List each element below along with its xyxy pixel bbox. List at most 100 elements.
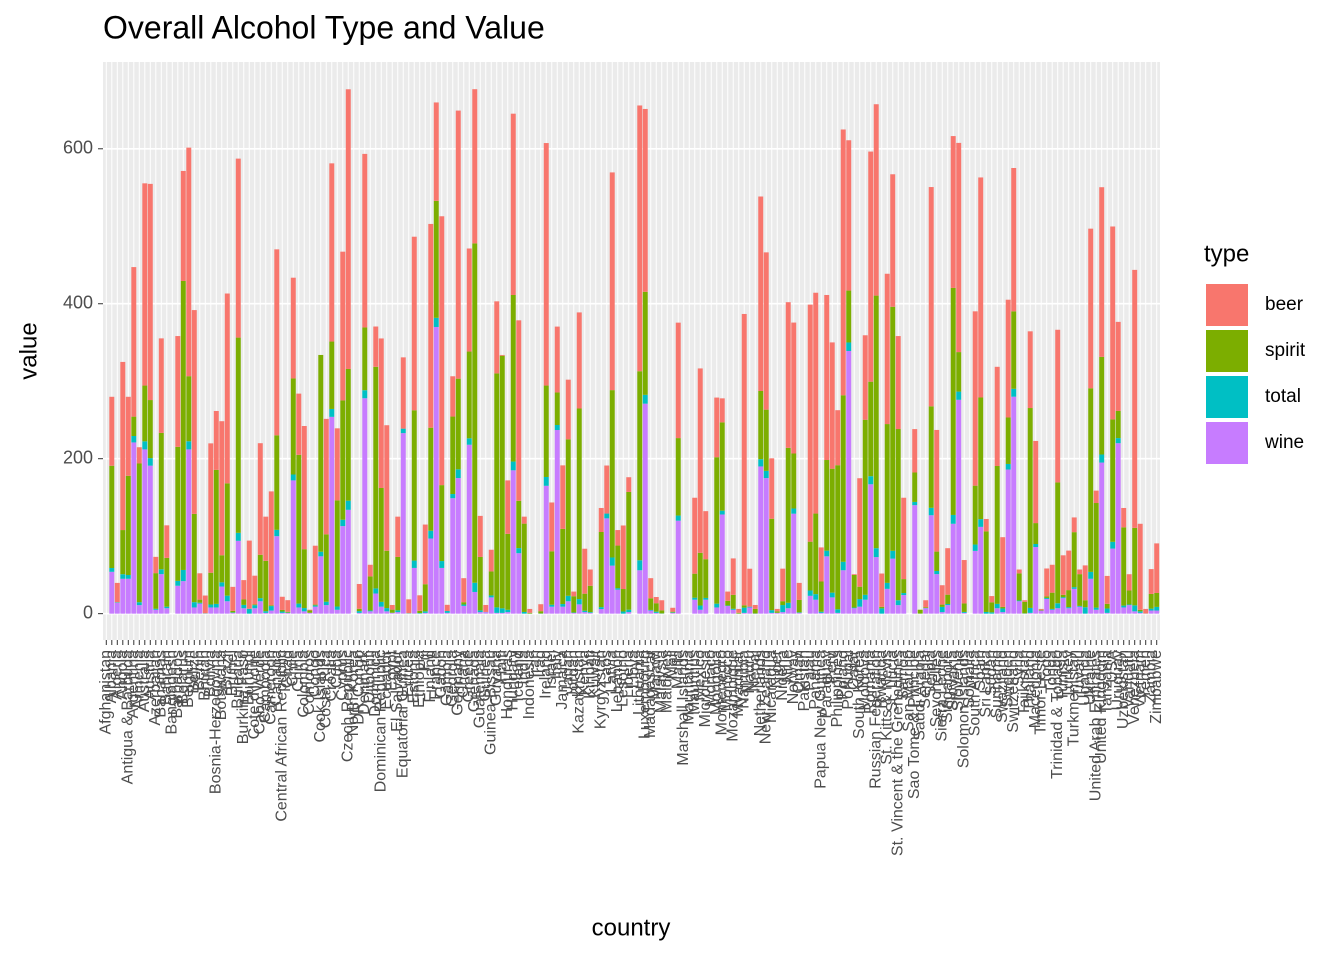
bar-segment — [268, 610, 274, 614]
x-tick-label: Ecuador — [378, 649, 395, 709]
bar-segment — [730, 609, 736, 614]
chart-title: Overall Alcohol Type and Value — [103, 9, 545, 45]
x-tick-label: Italy — [548, 650, 565, 679]
bar-segment — [1000, 606, 1006, 609]
bar-segment — [1110, 419, 1116, 542]
bar-segment — [565, 379, 571, 440]
bar-segment — [1033, 544, 1039, 548]
bar-segment — [175, 580, 181, 586]
bar-segment — [846, 140, 852, 291]
bar-segment — [1115, 443, 1121, 614]
bar-segment — [642, 394, 648, 404]
bar-segment — [411, 236, 417, 411]
bar-segment — [692, 597, 698, 600]
bar-segment — [1132, 269, 1138, 528]
bar-segment — [939, 604, 945, 607]
bar-segment — [565, 601, 571, 614]
bar-segment — [1033, 440, 1039, 524]
bar-segment — [807, 304, 813, 542]
bar-segment — [895, 336, 901, 430]
bar-segment — [1044, 568, 1050, 597]
bar-segment — [147, 183, 153, 401]
x-tick-label: Libya — [625, 650, 642, 688]
bar-segment — [395, 610, 401, 613]
x-tick-label: United Kingdom — [1093, 650, 1110, 764]
bar-segment — [736, 608, 742, 613]
bar-segment — [114, 602, 120, 614]
bar-segment — [538, 604, 544, 612]
bar-segment — [758, 390, 764, 460]
bar-segment — [400, 428, 406, 434]
bar-segment — [884, 582, 890, 589]
bar-segment — [1077, 569, 1083, 575]
bar-segment — [334, 500, 340, 607]
bar-segment — [604, 518, 610, 614]
bar-segment — [928, 406, 934, 508]
x-tick-label: Tuvalu — [1071, 650, 1088, 697]
x-tick-label: Djibouti — [361, 650, 378, 703]
bar-segment — [554, 424, 560, 431]
x-tick-label: Poland — [834, 650, 851, 700]
bar-segment — [411, 410, 417, 561]
bar-segment — [1082, 607, 1088, 614]
bar-segment — [323, 418, 329, 535]
bar-segment — [604, 465, 610, 514]
bar-segment — [417, 613, 423, 614]
x-tick-label: Slovakia — [944, 650, 961, 711]
bar-segment — [582, 548, 588, 594]
x-tick-label: Antigua & Barbuda — [120, 650, 137, 784]
x-tick-label: St. Vincent & the Grenadines — [889, 650, 906, 856]
bar-segment — [505, 609, 511, 613]
bar-segment — [1022, 601, 1028, 614]
bar-segment — [653, 612, 659, 614]
bar-segment — [741, 605, 747, 608]
bar-segment — [252, 604, 258, 606]
bar-segment — [274, 249, 280, 436]
bar-segment — [1005, 417, 1011, 464]
bar-segment — [571, 596, 577, 613]
bar-segment — [147, 400, 153, 459]
bar-segment — [422, 584, 428, 612]
bar-segment — [1011, 311, 1017, 389]
bar-segment — [840, 561, 846, 571]
bar-segment — [824, 550, 830, 557]
x-tick-label: St. Kitts & Nevis — [878, 650, 895, 765]
x-tick-label: Cambodia — [257, 650, 274, 723]
bar-segment — [725, 591, 731, 601]
bar-segment — [719, 514, 725, 614]
bar-segment — [499, 612, 505, 614]
bar-segment — [890, 558, 896, 614]
bar-segment — [807, 595, 813, 614]
bar-segment — [268, 606, 274, 611]
bar-segment — [510, 113, 516, 295]
bar-segment — [565, 595, 571, 602]
bar-segment — [1088, 388, 1094, 572]
bar-segment — [136, 463, 142, 603]
x-tick-label: Seychelles — [928, 650, 945, 727]
bar-segment — [785, 602, 791, 609]
x-tick-label: Sierra Leone — [933, 650, 950, 742]
bar-segment — [290, 378, 296, 475]
bar-segment — [241, 604, 247, 609]
bar-segment — [246, 540, 252, 609]
bar-segment — [818, 581, 824, 612]
bar-segment — [945, 548, 951, 595]
x-tick-label: Monaco — [702, 650, 719, 707]
bar-segment — [109, 571, 115, 614]
bar-segment — [142, 449, 148, 614]
bar-segment — [983, 531, 989, 612]
bar-segment — [774, 612, 780, 614]
bar-segment — [147, 458, 153, 466]
bar-segment — [219, 586, 225, 614]
x-tick-label: Zimbabwe — [1148, 650, 1165, 724]
x-tick-label: South Africa — [966, 650, 983, 736]
bar-segment — [818, 612, 824, 614]
x-tick-label: Cote d'Ivoire — [246, 650, 263, 739]
bar-segment — [703, 559, 709, 598]
bar-segment — [719, 398, 725, 423]
x-tick-label: Singapore — [939, 650, 956, 723]
bar-segment — [758, 459, 764, 467]
bar-segment — [637, 105, 643, 372]
x-tick-label: Georgia — [444, 650, 461, 707]
bar-segment — [109, 568, 115, 572]
